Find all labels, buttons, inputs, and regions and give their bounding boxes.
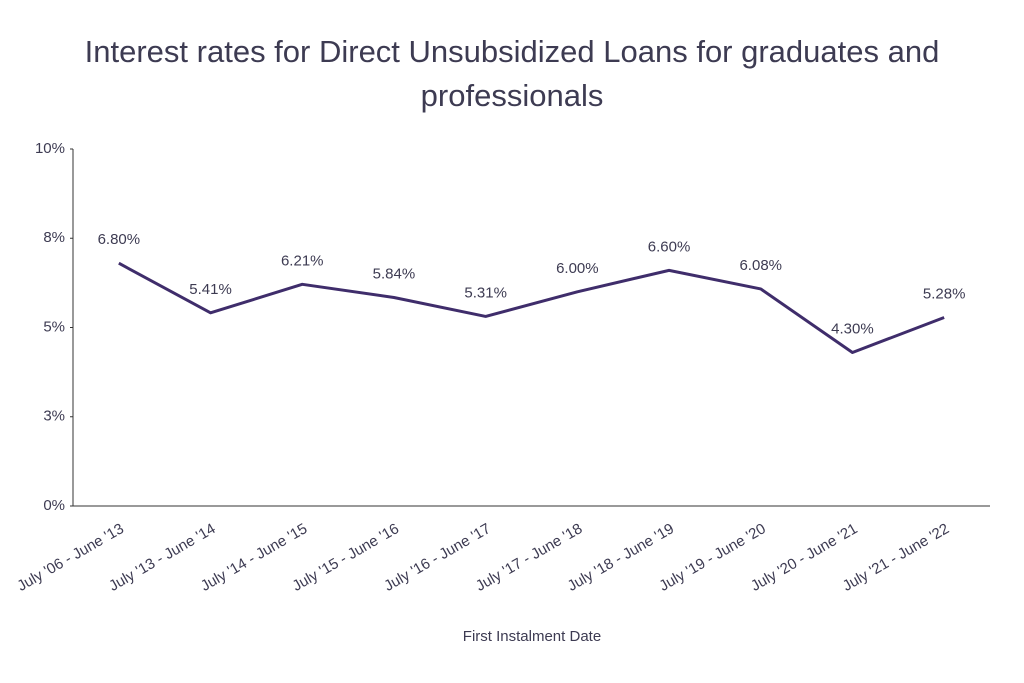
value-label: 5.41% [189, 281, 232, 298]
y-tick-label: 10% [35, 140, 65, 157]
y-tick-label: 5% [43, 318, 65, 335]
value-label: 6.60% [648, 238, 691, 255]
y-tick-label: 8% [43, 229, 65, 246]
value-label: 5.28% [923, 285, 966, 302]
value-label: 6.08% [739, 257, 782, 274]
value-label: 4.30% [831, 320, 874, 337]
y-tick-label: 0% [43, 497, 65, 514]
x-axis-label: First Instalment Date [463, 628, 601, 645]
value-label: 6.80% [98, 231, 141, 248]
y-tick-label: 3% [43, 408, 65, 425]
value-label: 6.21% [281, 252, 324, 269]
line [118, 261, 945, 354]
value-label: 6.00% [556, 260, 599, 277]
value-label: 5.31% [464, 284, 507, 301]
chart-title: Interest rates for Direct Unsubsidized L… [84, 34, 940, 113]
value-label: 5.84% [373, 265, 416, 282]
